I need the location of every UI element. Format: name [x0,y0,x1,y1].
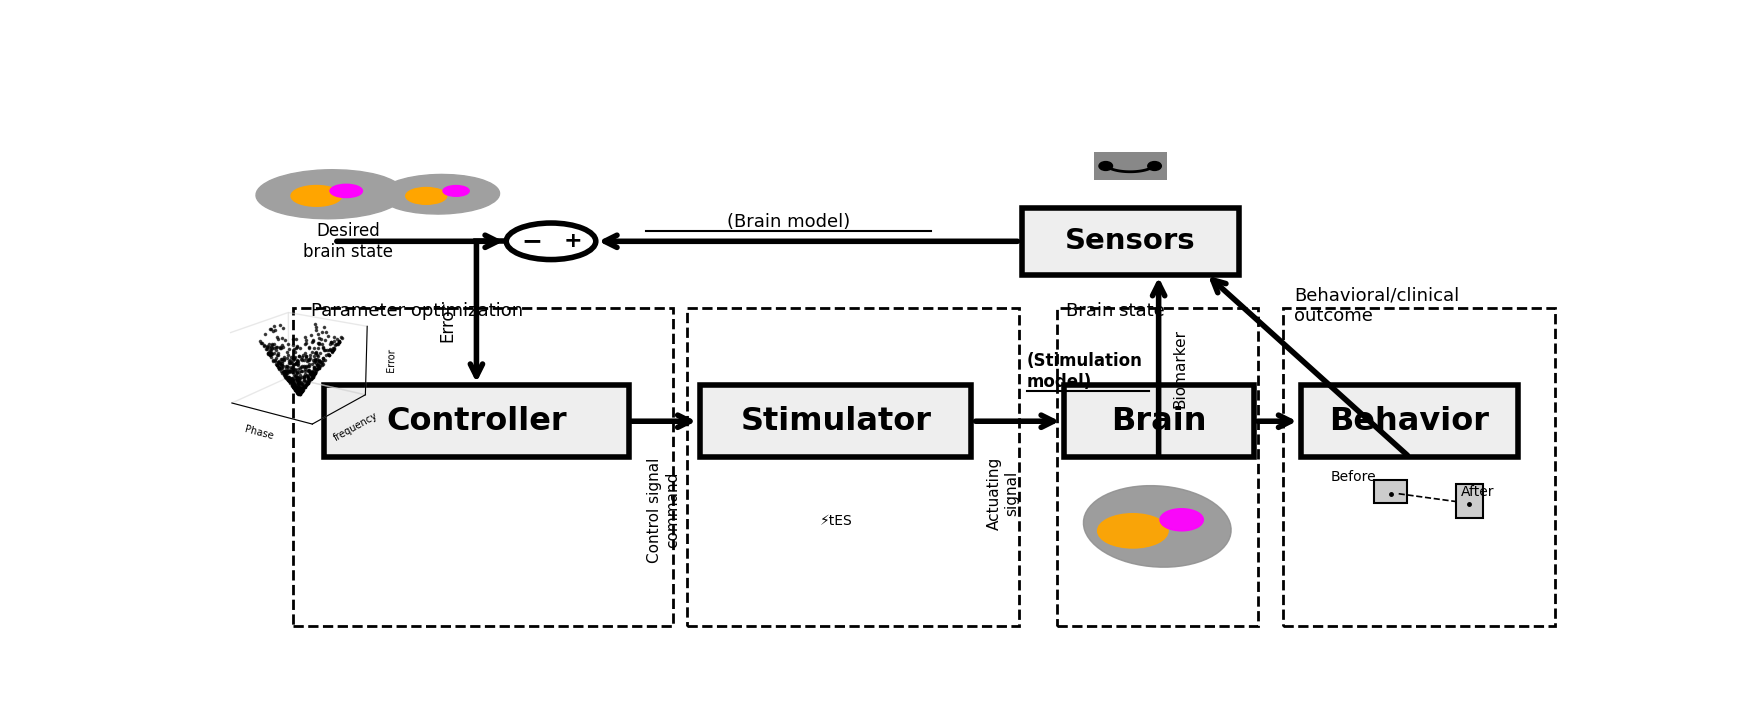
FancyBboxPatch shape [1094,152,1167,180]
FancyBboxPatch shape [1064,385,1253,457]
Text: Control signal
command: Control signal command [648,457,679,562]
Text: After: After [1461,485,1494,498]
Text: Brain: Brain [1111,406,1206,436]
Ellipse shape [1148,162,1162,170]
Text: Actuating
signal: Actuating signal [987,457,1018,531]
FancyBboxPatch shape [324,385,628,457]
Text: Behavior: Behavior [1330,406,1489,436]
Text: Error: Error [438,301,457,342]
Text: Controller: Controller [387,406,567,436]
Text: (Brain model): (Brain model) [726,214,850,232]
FancyBboxPatch shape [1374,480,1407,503]
Ellipse shape [290,186,341,206]
Text: Sensors: Sensors [1064,227,1195,255]
X-axis label: Phase: Phase [243,424,275,441]
Text: (Stimulation
model): (Stimulation model) [1027,352,1143,391]
Text: Desired
brain state: Desired brain state [303,222,392,261]
Text: Behavioral/clinical
outcome: Behavioral/clinical outcome [1295,287,1460,326]
Ellipse shape [406,188,446,204]
Ellipse shape [1160,509,1204,531]
Ellipse shape [1099,162,1113,170]
Text: Before: Before [1332,470,1377,484]
Text: −: − [522,229,542,253]
Circle shape [506,223,595,260]
Text: Parameter optimization: Parameter optimization [312,302,523,320]
Y-axis label: frequency: frequency [332,410,380,442]
Text: Brain state: Brain state [1066,302,1166,320]
Text: +: + [564,232,581,252]
FancyBboxPatch shape [1022,208,1239,275]
Text: Biomarker: Biomarker [1172,329,1186,408]
FancyBboxPatch shape [1456,484,1482,518]
Ellipse shape [1097,513,1169,548]
Text: Stimulator: Stimulator [740,406,931,436]
Ellipse shape [331,184,362,198]
Ellipse shape [1083,485,1232,567]
FancyBboxPatch shape [700,385,971,457]
Ellipse shape [255,170,404,219]
Ellipse shape [443,186,469,196]
FancyBboxPatch shape [1300,385,1517,457]
Text: ⚡tES: ⚡tES [819,514,852,528]
Ellipse shape [380,175,499,214]
